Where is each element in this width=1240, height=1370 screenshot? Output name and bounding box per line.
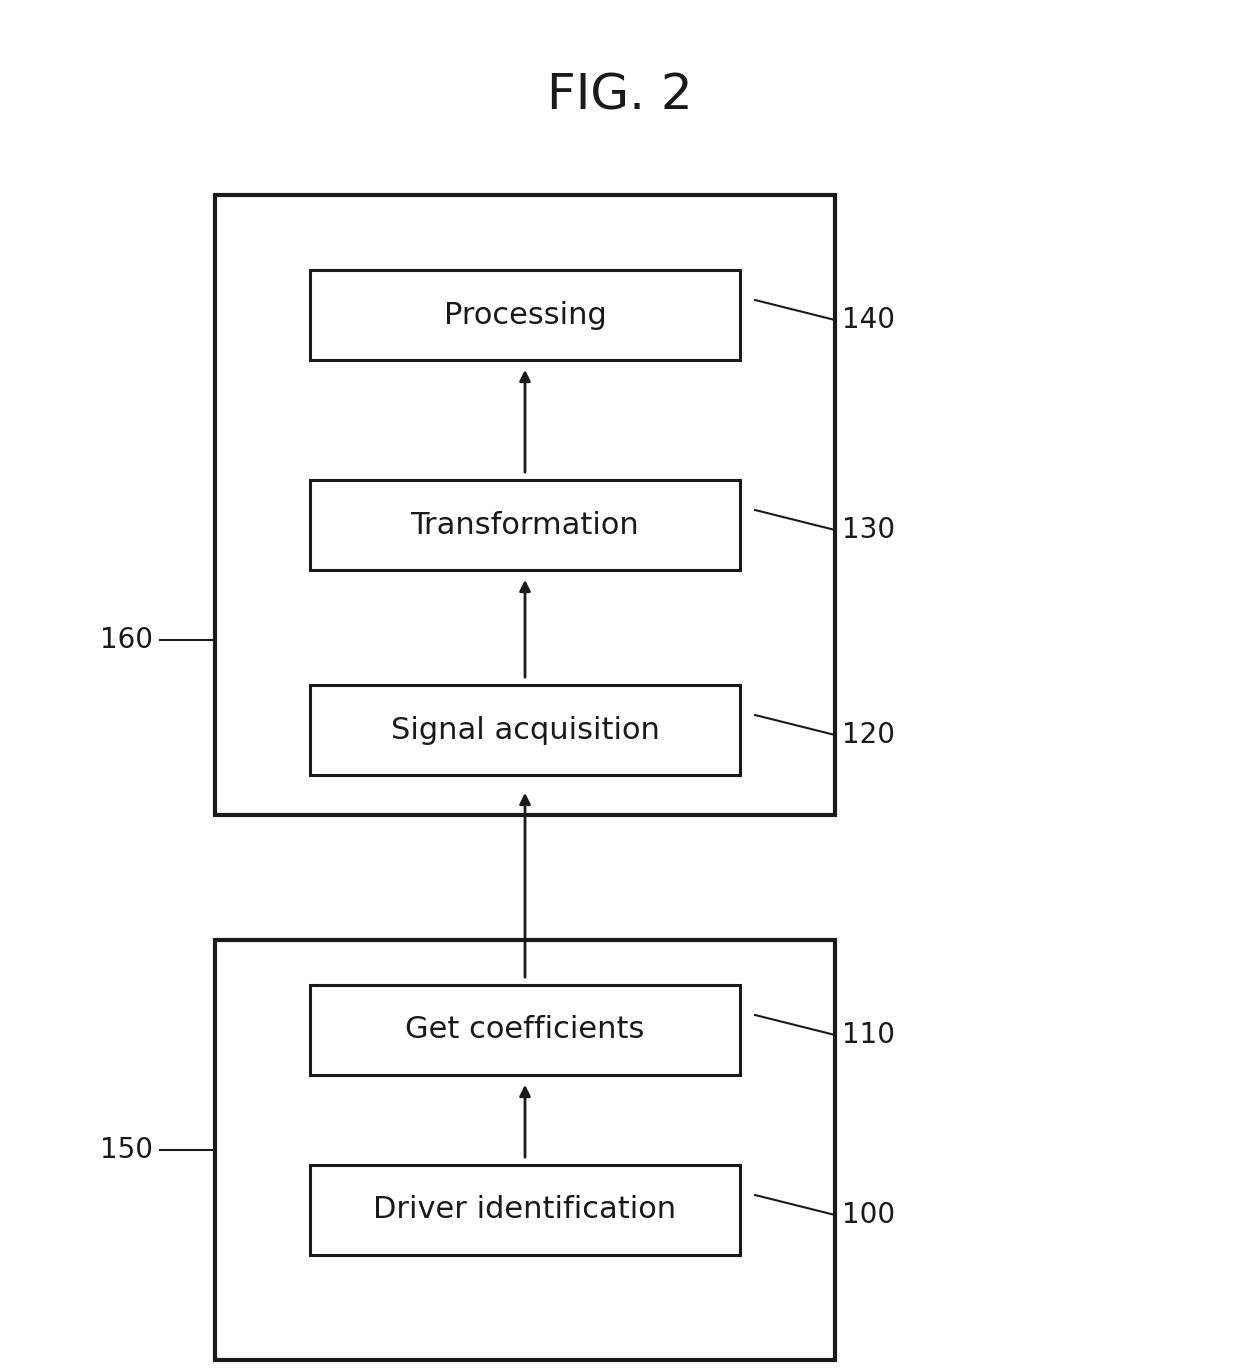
Bar [310,685,740,775]
Text: 120: 120 [842,721,895,749]
Text: 160: 160 [100,626,153,653]
Text: Transformation: Transformation [410,511,640,540]
Bar [310,985,740,1075]
Text: 110: 110 [842,1021,895,1049]
Text: 150: 150 [100,1136,153,1164]
Text: Get coefficients: Get coefficients [405,1015,645,1044]
Text: FIG. 2: FIG. 2 [547,71,693,119]
Text: Processing: Processing [444,300,606,330]
Bar [310,479,740,570]
Text: 130: 130 [842,516,895,544]
Bar [215,195,835,815]
Bar [215,940,835,1360]
Bar [310,270,740,360]
Bar [310,1164,740,1255]
Text: Signal acquisition: Signal acquisition [391,715,660,744]
Text: 100: 100 [842,1201,895,1229]
Text: Driver identification: Driver identification [373,1196,677,1225]
Text: 140: 140 [842,306,895,334]
